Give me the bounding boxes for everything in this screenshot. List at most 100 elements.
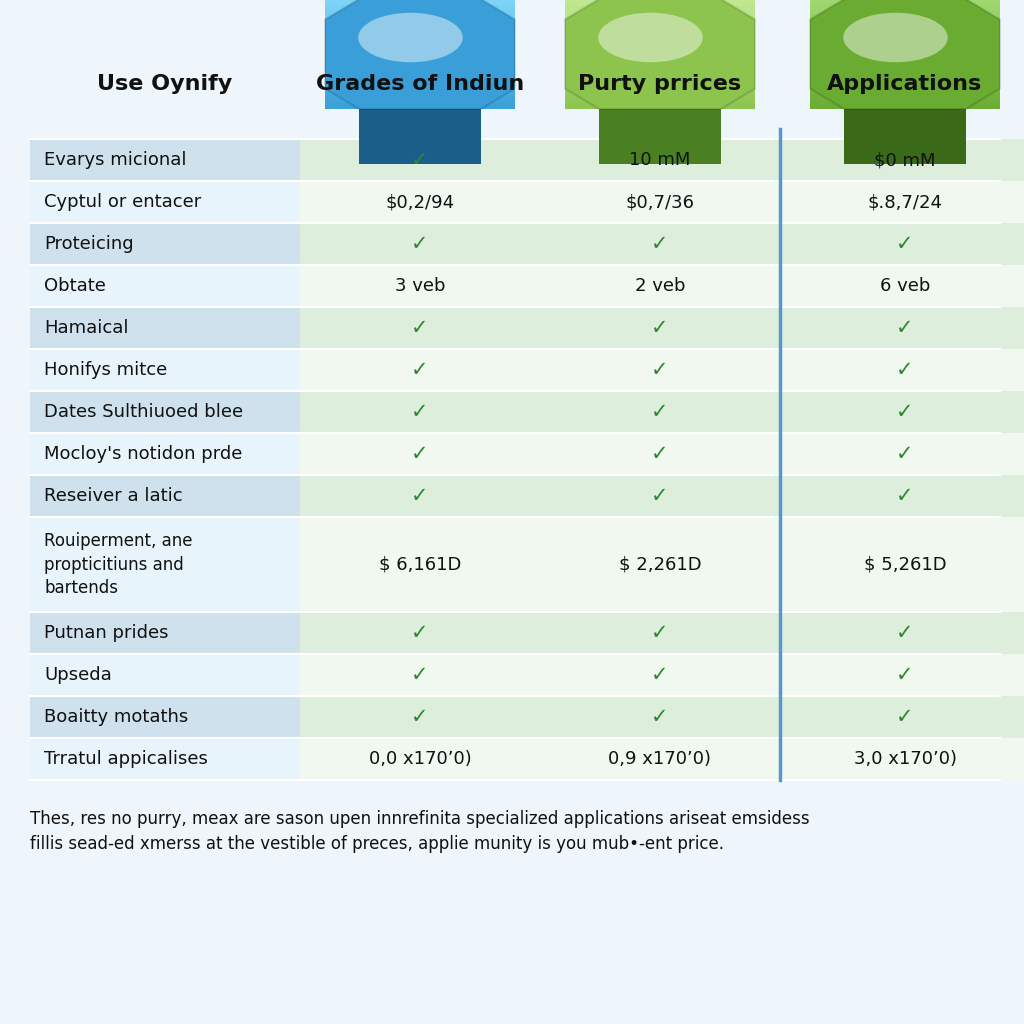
FancyBboxPatch shape — [780, 223, 1024, 265]
FancyBboxPatch shape — [810, 39, 1000, 43]
FancyBboxPatch shape — [325, 29, 515, 32]
FancyBboxPatch shape — [565, 47, 755, 50]
Text: ✓: ✓ — [651, 707, 669, 727]
Text: 0,9 x170ʼ0): 0,9 x170ʼ0) — [608, 750, 712, 768]
FancyBboxPatch shape — [300, 223, 540, 265]
Polygon shape — [844, 109, 966, 164]
FancyBboxPatch shape — [325, 17, 515, 22]
FancyBboxPatch shape — [540, 612, 780, 654]
FancyBboxPatch shape — [325, 43, 515, 47]
FancyBboxPatch shape — [540, 696, 780, 738]
FancyBboxPatch shape — [780, 654, 1024, 696]
Text: Cyptul or entacer: Cyptul or entacer — [44, 193, 202, 211]
FancyBboxPatch shape — [30, 654, 300, 696]
Text: Rouiperment, ane
propticitiuns and
bartends: Rouiperment, ane propticitiuns and barte… — [44, 531, 193, 597]
FancyBboxPatch shape — [565, 61, 755, 65]
FancyBboxPatch shape — [565, 98, 755, 101]
Text: $0,2/94: $0,2/94 — [385, 193, 455, 211]
FancyBboxPatch shape — [565, 73, 755, 76]
FancyBboxPatch shape — [810, 10, 1000, 13]
Text: $ 2,261D: $ 2,261D — [618, 555, 701, 573]
FancyBboxPatch shape — [565, 76, 755, 80]
FancyBboxPatch shape — [780, 517, 1024, 612]
Text: ✓: ✓ — [651, 444, 669, 464]
FancyBboxPatch shape — [565, 50, 755, 54]
Text: Evarys micional: Evarys micional — [44, 151, 186, 169]
FancyBboxPatch shape — [810, 25, 1000, 29]
Text: Use Oynify: Use Oynify — [97, 74, 232, 94]
Text: ✓: ✓ — [651, 318, 669, 338]
FancyBboxPatch shape — [325, 57, 515, 61]
Text: $ 6,161D: $ 6,161D — [379, 555, 461, 573]
FancyBboxPatch shape — [30, 223, 300, 265]
FancyBboxPatch shape — [325, 94, 515, 98]
Text: ✓: ✓ — [412, 150, 429, 170]
FancyBboxPatch shape — [30, 349, 300, 391]
FancyBboxPatch shape — [325, 39, 515, 43]
Text: Dates Sulthiuoed blee: Dates Sulthiuoed blee — [44, 403, 243, 421]
FancyBboxPatch shape — [30, 433, 300, 475]
Text: 6 veb: 6 veb — [880, 278, 930, 295]
Text: ✓: ✓ — [412, 444, 429, 464]
FancyBboxPatch shape — [780, 738, 1024, 780]
FancyBboxPatch shape — [810, 36, 1000, 39]
FancyBboxPatch shape — [565, 105, 755, 109]
Text: Applications: Applications — [827, 74, 983, 94]
FancyBboxPatch shape — [810, 73, 1000, 76]
FancyBboxPatch shape — [565, 87, 755, 91]
Text: ✓: ✓ — [412, 402, 429, 422]
FancyBboxPatch shape — [810, 87, 1000, 91]
FancyBboxPatch shape — [540, 654, 780, 696]
Text: ✓: ✓ — [896, 707, 913, 727]
FancyBboxPatch shape — [300, 307, 540, 349]
Text: Boaitty motaths: Boaitty motaths — [44, 708, 188, 726]
FancyBboxPatch shape — [30, 738, 300, 780]
FancyBboxPatch shape — [565, 80, 755, 83]
FancyBboxPatch shape — [810, 22, 1000, 25]
FancyBboxPatch shape — [810, 98, 1000, 101]
FancyBboxPatch shape — [810, 29, 1000, 32]
FancyBboxPatch shape — [30, 139, 300, 181]
FancyBboxPatch shape — [325, 3, 515, 6]
FancyBboxPatch shape — [30, 0, 1000, 780]
Ellipse shape — [843, 12, 948, 62]
FancyBboxPatch shape — [300, 475, 540, 517]
FancyBboxPatch shape — [810, 91, 1000, 94]
Text: ✓: ✓ — [651, 402, 669, 422]
FancyBboxPatch shape — [540, 475, 780, 517]
FancyBboxPatch shape — [540, 265, 780, 307]
Text: ✓: ✓ — [896, 444, 913, 464]
FancyBboxPatch shape — [810, 13, 1000, 17]
Text: Grades of Indiun: Grades of Indiun — [315, 74, 524, 94]
Text: Trratul appicalises: Trratul appicalises — [44, 750, 208, 768]
Text: 0,0 x170ʼ0): 0,0 x170ʼ0) — [369, 750, 471, 768]
FancyBboxPatch shape — [810, 17, 1000, 22]
FancyBboxPatch shape — [565, 83, 755, 87]
Text: Purty prrices: Purty prrices — [579, 74, 741, 94]
FancyBboxPatch shape — [30, 307, 300, 349]
Text: 3 veb: 3 veb — [394, 278, 445, 295]
FancyBboxPatch shape — [30, 391, 300, 433]
FancyBboxPatch shape — [565, 91, 755, 94]
FancyBboxPatch shape — [300, 139, 540, 181]
FancyBboxPatch shape — [30, 475, 300, 517]
FancyBboxPatch shape — [780, 349, 1024, 391]
FancyBboxPatch shape — [810, 6, 1000, 10]
Text: ✓: ✓ — [896, 623, 913, 643]
FancyBboxPatch shape — [810, 101, 1000, 105]
FancyBboxPatch shape — [325, 91, 515, 94]
FancyBboxPatch shape — [540, 307, 780, 349]
FancyBboxPatch shape — [30, 696, 300, 738]
FancyBboxPatch shape — [325, 10, 515, 13]
FancyBboxPatch shape — [565, 57, 755, 61]
Text: ✓: ✓ — [412, 360, 429, 380]
FancyBboxPatch shape — [300, 433, 540, 475]
FancyBboxPatch shape — [30, 265, 300, 307]
Text: Mocloy's notidon prde: Mocloy's notidon prde — [44, 445, 243, 463]
Text: ✓: ✓ — [412, 318, 429, 338]
FancyBboxPatch shape — [325, 0, 515, 3]
FancyBboxPatch shape — [810, 32, 1000, 36]
Text: ✓: ✓ — [412, 665, 429, 685]
FancyBboxPatch shape — [565, 43, 755, 47]
FancyBboxPatch shape — [30, 517, 300, 612]
